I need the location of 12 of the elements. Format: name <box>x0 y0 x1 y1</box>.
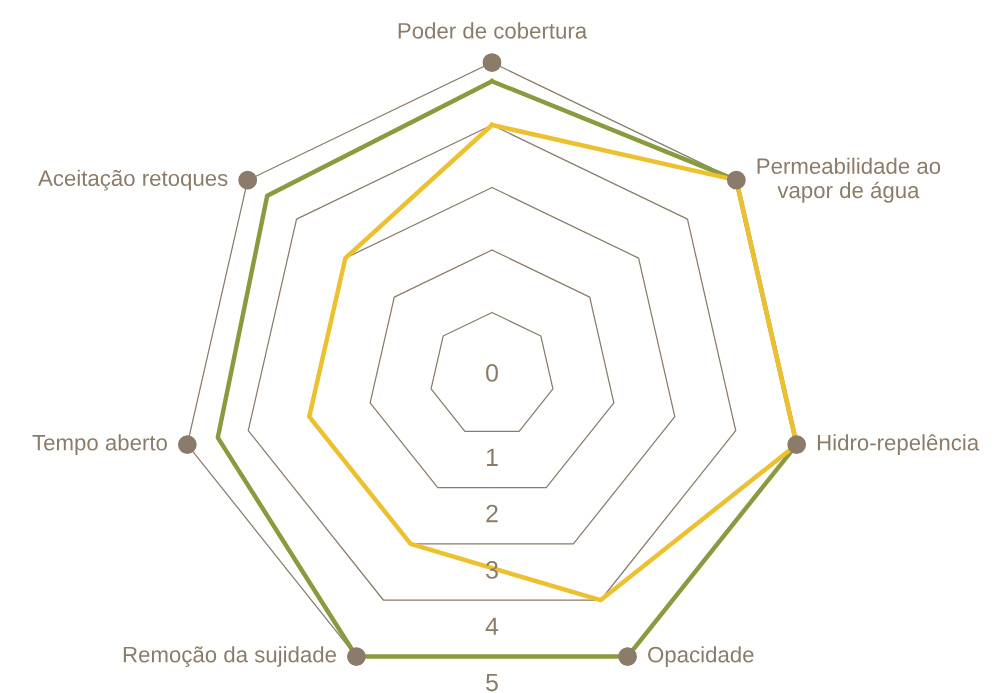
y-tick-label: 0 <box>486 364 498 382</box>
y-tick-label: 1 <box>486 448 498 466</box>
spoke-label: Remoção da sujidade <box>123 646 336 667</box>
spoke-label: Permeabilidade ao vapor de água <box>757 157 941 203</box>
spoke-label: Hidro-repelência <box>817 434 980 455</box>
spoke-label: Tempo aberto <box>32 434 167 455</box>
spoke-label: Aceitação retoques <box>38 169 228 191</box>
y-tick-label: 5 <box>486 673 498 692</box>
spoke-label: Poder de cobertura <box>398 22 588 39</box>
y-tick-label: 4 <box>485 617 499 635</box>
y-tick-label: 2 <box>486 504 498 523</box>
spoke-label: Opacidade <box>648 646 754 667</box>
